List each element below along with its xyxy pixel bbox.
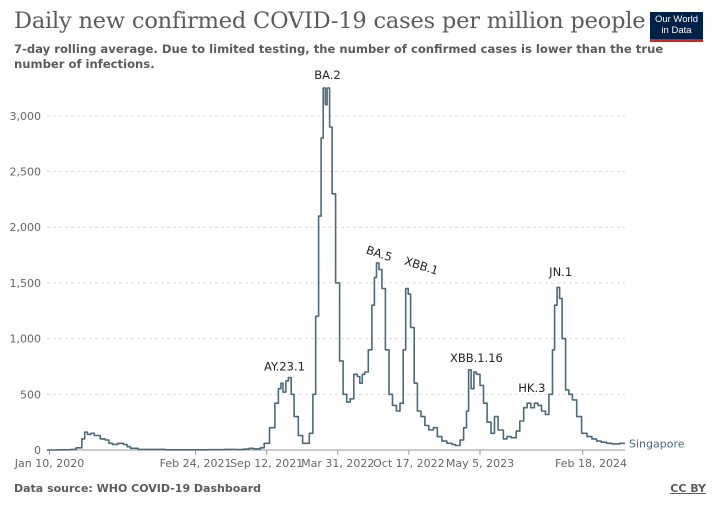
x-tick-label: Mar 31, 2022 [301,457,374,470]
y-axis-ticks: 0 500 1,000 1,500 2,000 2,500 3,000 [10,110,42,457]
variant-label: AY.23.1 [264,359,305,373]
owid-logo[interactable]: Our World in Data [650,12,703,42]
x-tick-label: May 5, 2023 [446,457,514,470]
y-tick-label: 500 [20,388,41,401]
series-label: Singapore [629,437,685,450]
variant-label: HK.3 [518,381,545,395]
logo-line-2: in Data [661,24,692,36]
chart-title: Daily new confirmed COVID-19 cases per m… [14,8,646,34]
x-tick-label: Oct 17, 2022 [373,457,445,470]
x-tick-label: Feb 18, 2024 [555,457,627,470]
y-tick-label: 3,000 [10,110,42,123]
y-tick-label: 0 [34,444,41,457]
x-tick-label: Feb 24, 2021 [160,457,232,470]
license-link[interactable]: CC BY [670,482,706,495]
x-tick-label: Sep 12, 2021 [230,457,303,470]
series-line-singapore [47,87,625,451]
series-layer: Singapore [47,87,685,451]
variant-label: JN.1 [548,265,572,279]
x-tick-label: Jan 10, 2020 [14,457,84,470]
y-tick-label: 2,500 [10,166,42,179]
chart-subtitle: 7-day rolling average. Due to limited te… [14,42,664,71]
variant-label: BA.2 [314,68,341,82]
y-tick-label: 1,500 [10,277,42,290]
data-source: Data source: WHO COVID-19 Dashboard [14,482,262,495]
logo-line-1: Our World [654,14,699,25]
variant-annotations: AY.23.1 BA.2 BA.5 XBB.1 XBB.1.16 HK.3 JN.1 [264,68,572,395]
variant-label: XBB.1 [403,254,440,278]
y-tick-label: 2,000 [10,221,42,234]
variant-label: XBB.1.16 [450,351,503,365]
variant-label: BA.5 [364,243,394,265]
y-tick-label: 1,000 [10,333,42,346]
